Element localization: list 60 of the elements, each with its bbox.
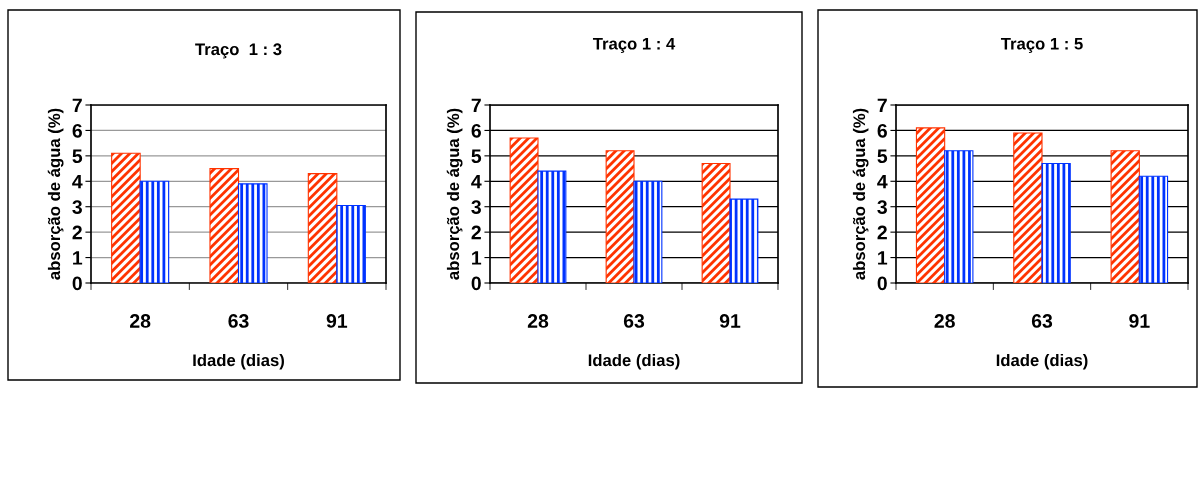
y-tick-label: 5	[877, 149, 888, 164]
y-tick-label: 1	[878, 251, 888, 265]
y-tick-label: 1	[472, 251, 482, 265]
x-tick-label: 63	[228, 314, 249, 328]
y-tick-label: 0	[72, 276, 82, 291]
x-tick-label: 28	[130, 314, 151, 328]
y-tick-label: 7	[877, 98, 887, 113]
bar	[111, 152, 141, 283]
y-tick-label: 6	[72, 123, 82, 138]
y-tick-label: 0	[877, 276, 887, 291]
y-tick-label: 6	[471, 123, 481, 138]
y-tick-label: 6	[877, 123, 887, 138]
bar	[605, 150, 635, 283]
y-tick-label: 5	[471, 149, 482, 164]
x-axis-title: Idade (dias)	[193, 353, 284, 370]
y-tick-label: 2	[72, 225, 82, 240]
x-tick-label: 91	[1129, 314, 1150, 328]
bar	[237, 183, 268, 283]
bar	[336, 204, 366, 283]
bar	[944, 150, 974, 283]
x-tick-label: 91	[719, 314, 741, 328]
y-tick-label: 1	[73, 251, 83, 265]
bar	[1041, 162, 1071, 283]
bar	[1013, 132, 1043, 283]
y-tick-label: 3	[471, 200, 481, 214]
y-tick-label: 5	[72, 149, 83, 164]
bar	[1110, 150, 1140, 283]
chart-title: Traço 1 : 5	[1000, 37, 1083, 53]
x-tick-label: 28	[934, 314, 955, 328]
y-axis-title: absorção de água (%)	[47, 108, 64, 280]
y-axis-title: absorção de água (%)	[446, 108, 463, 280]
bar	[509, 137, 539, 283]
y-tick-label: 3	[877, 200, 887, 214]
x-tick-label: 63	[1031, 314, 1053, 328]
bar	[139, 180, 170, 283]
y-tick-label: 7	[471, 98, 481, 113]
bar	[1138, 175, 1169, 283]
y-tick-label: 3	[72, 200, 82, 214]
y-axis-title: absorção de água (%)	[852, 108, 869, 280]
y-tick-label: 0	[471, 276, 481, 291]
bar	[209, 168, 240, 283]
bar	[537, 170, 567, 283]
bar	[915, 127, 946, 283]
x-axis-title: Idade (dias)	[996, 353, 1088, 370]
bar	[633, 180, 663, 283]
chart-title: Traço 1 : 4	[592, 37, 676, 53]
y-tick-label: 4	[471, 174, 482, 189]
bar	[307, 173, 338, 283]
y-tick-label: 4	[72, 174, 83, 189]
y-tick-label: 4	[877, 174, 888, 189]
x-tick-label: 28	[527, 314, 549, 328]
y-tick-label: 2	[877, 225, 887, 240]
x-tick-label: 63	[623, 314, 645, 328]
chart-title: Traço 1 : 3	[195, 43, 282, 59]
y-tick-label: 7	[72, 98, 82, 113]
bar	[729, 198, 759, 283]
x-tick-label: 91	[326, 314, 348, 328]
x-axis-title: Idade (dias)	[588, 353, 680, 370]
bar	[701, 162, 731, 283]
y-tick-label: 2	[471, 225, 481, 240]
